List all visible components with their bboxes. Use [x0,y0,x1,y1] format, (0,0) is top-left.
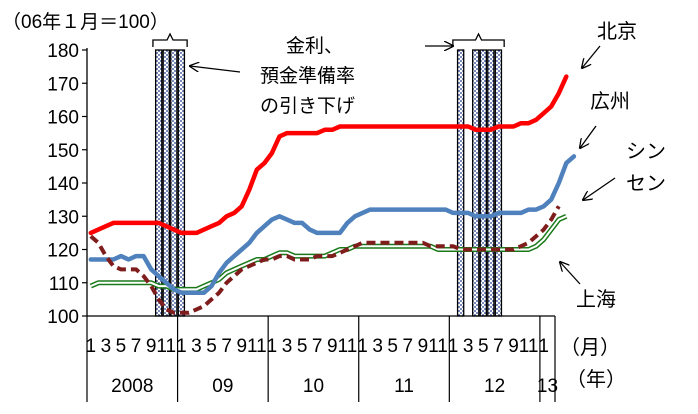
y-tick-labels: 100 110 120 130 140 150 160 170 180 [47,41,87,328]
x-tick-label-12: 11 [247,336,267,357]
x-tick-label-26: 3 [463,336,474,357]
x-tick-label-4: 7 [131,336,142,357]
x-tick-label-2: 3 [101,336,112,357]
x-tick-label-5: 9 [146,336,157,357]
arrow-guangzhou [580,125,597,148]
x-tick-label-29: 9 [508,336,519,357]
x-tick-label-7: 1 [176,336,187,357]
series-line-3 [89,205,561,315]
x-tick-label-8: 3 [191,336,202,357]
year-axis-suffix: （年） [566,368,626,391]
rate-cut-bar-4 [177,49,186,317]
y-tick-label-110: 110 [49,274,79,295]
year-label-2008: 2008 [111,376,153,397]
x-tick-label-23: 9 [418,336,429,357]
x-tick-label-19: 1 [357,336,368,357]
x-tick-label-22: 7 [403,336,414,357]
unit-label: （06年１月＝100） [2,11,169,33]
y-tick-label-100: 100 [47,307,79,328]
series-line-1 [88,74,569,236]
x-month-tick-labels: 1 3 5 7 9 11 1 3 5 7 9 11 1 3 5 7 9 11 1 3 5 7 9 11 1 3 5 7 9 11 1 [85,336,548,357]
axes [86,48,556,402]
year-label-11: 11 [394,376,414,397]
year-label-10: 10 [303,376,324,397]
month-axis-suffix: （月） [560,336,620,359]
y-tick-label-150: 150 [47,141,79,162]
y-tick-label-130: 130 [47,207,79,228]
x-tick-label-25: 1 [448,336,459,357]
year-label-12: 12 [484,376,505,397]
x-tick-label-15: 5 [297,336,308,357]
x-tick-label-20: 3 [372,336,383,357]
rate-cut-bar-2 [162,49,170,317]
x-tick-label-24: 11 [428,336,448,357]
year-label-13: 13 [537,376,558,397]
x-tick-label-17: 9 [327,336,338,357]
label-shenzhen-1: シン [626,141,666,163]
bracket-2012 [452,32,505,47]
rate-cut-bars [154,49,503,317]
label-beijing: 北京 [597,20,637,43]
arrow-to-2008-bars [190,66,241,73]
label-shenzhen-2: セン [626,173,666,195]
x-tick-label-28: 7 [493,336,504,357]
rate-cut-bar-8 [487,49,495,317]
y-tick-label-140: 140 [47,174,79,195]
series-line-2 [88,154,577,295]
y-tick-label-180: 180 [47,41,79,62]
y-tick-label-160: 160 [47,108,79,129]
arrow-shanghai [560,262,581,285]
x-tick-label-18: 11 [338,336,358,357]
rate-cut-bar-7 [479,49,488,317]
x-tick-label-13: 1 [267,336,278,357]
y-tick-label-120: 120 [47,241,79,262]
x-tick-label-6: 11 [156,336,176,357]
x-year-labels: 2008 09 10 11 12 13 [111,376,558,397]
x-tick-label-31: 1 [538,336,549,357]
label-shanghai: 上海 [576,288,616,311]
arrow-shenzhen [583,177,616,200]
x-tick-label-27: 5 [478,336,489,357]
rate-cut-bar-9 [494,49,503,317]
arrow-beijing [582,45,601,68]
annotation-line-2: 預金準備率 [260,65,355,87]
label-guangzhou: 広州 [590,90,630,113]
x-tick-label-11: 9 [236,336,247,357]
annotation-line-1: 金利、 [286,35,343,57]
year-label-09: 09 [212,376,233,397]
rate-cut-bar-5 [456,49,465,317]
x-tick-label-21: 5 [387,336,398,357]
rate-cut-bar-6 [472,49,480,317]
x-tick-label-1: 1 [85,336,96,357]
rate-cut-bar-3 [170,49,178,317]
x-tick-label-14: 3 [282,336,293,357]
callouts [152,32,616,285]
x-tick-label-3: 5 [116,336,127,357]
x-tick-label-30: 11 [519,336,539,357]
x-tick-label-10: 7 [221,336,232,357]
annotation-line-3: の引き下げ [260,95,355,117]
series-lines [88,74,577,315]
x-tick-label-9: 5 [206,336,217,357]
y-tick-label-170: 170 [47,74,79,95]
bracket-2008 [152,32,188,47]
x-tick-label-16: 7 [312,336,323,357]
